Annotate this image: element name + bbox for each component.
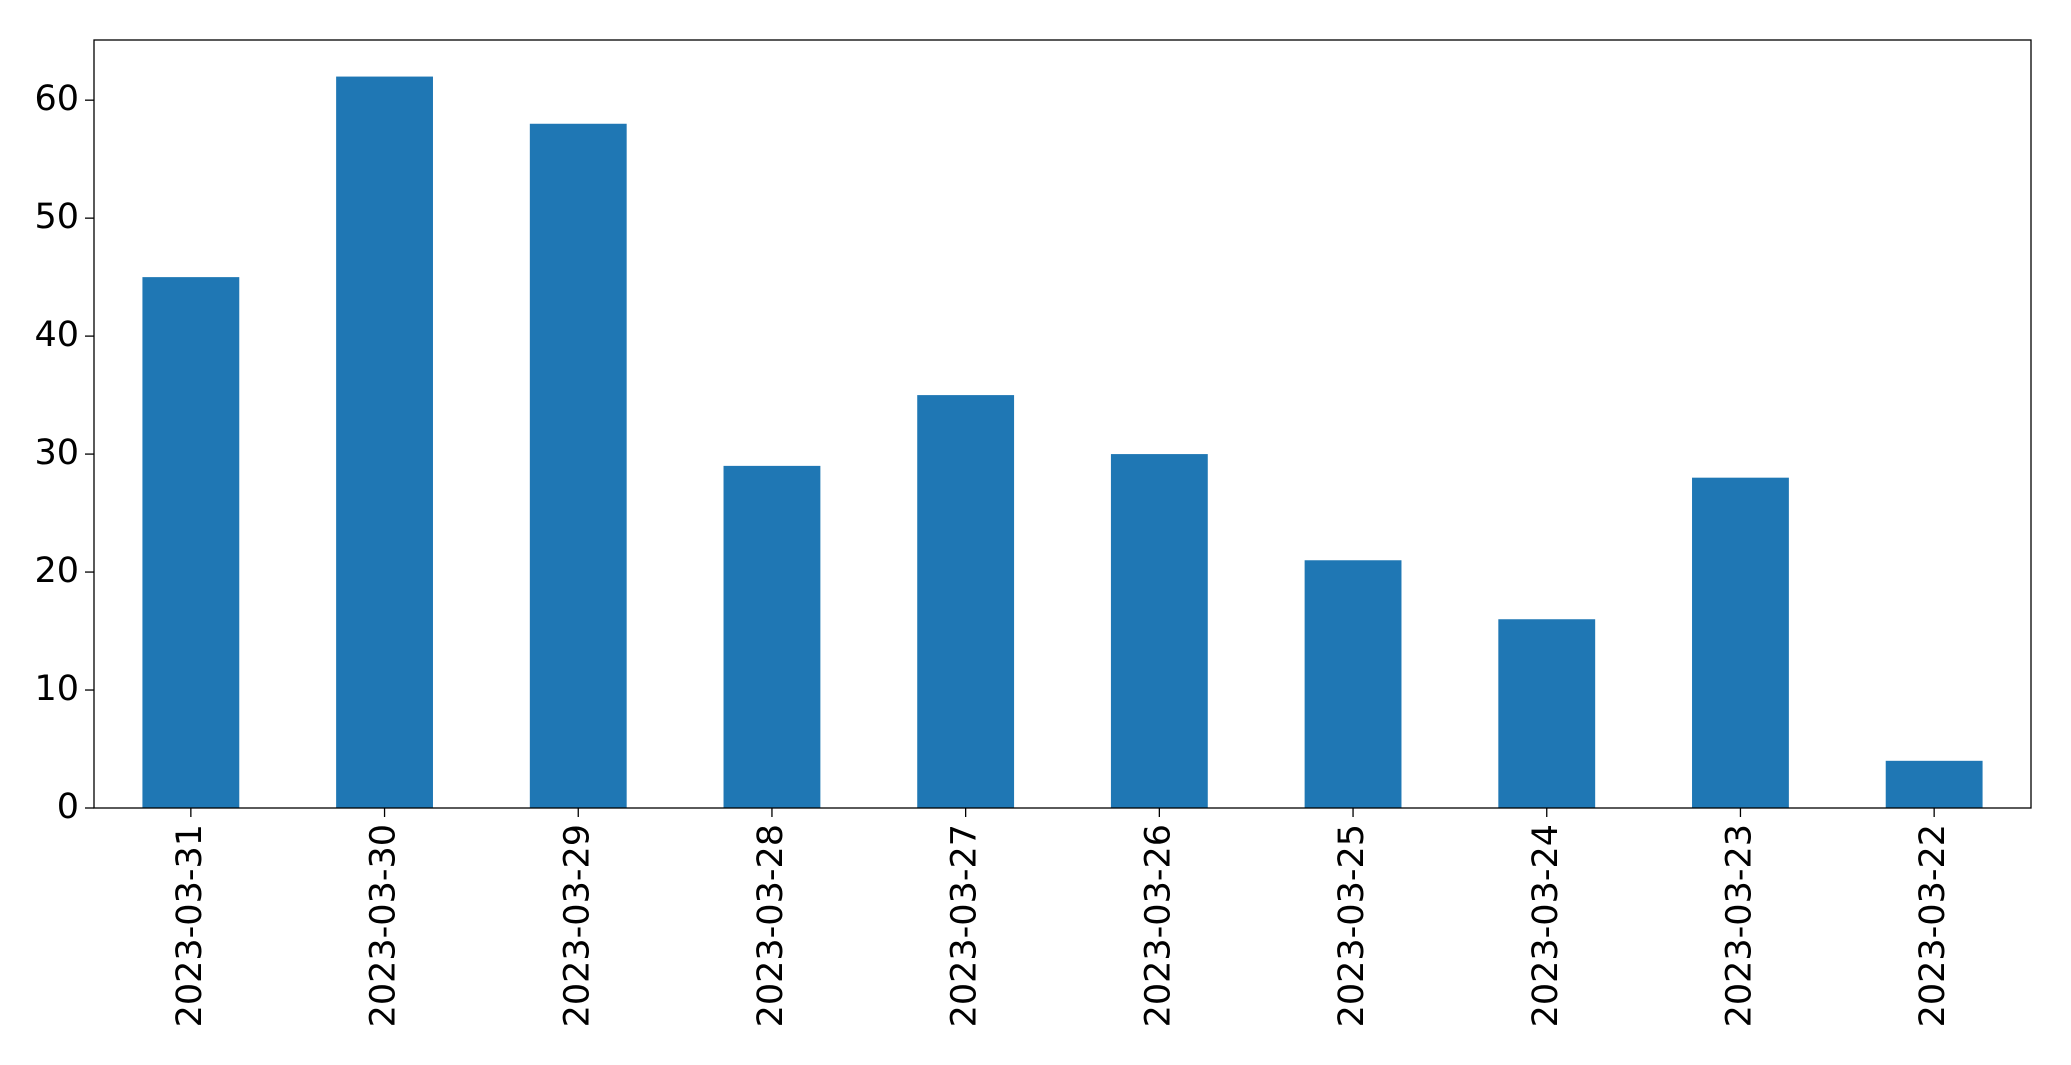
y-tick-label: 50 (34, 197, 79, 237)
bar (1304, 560, 1402, 808)
x-tick-label: 2023-03-30 (364, 824, 404, 1027)
bar (336, 76, 433, 809)
x-tick-label: 2023-03-25 (1332, 824, 1372, 1027)
x-tick-label: 2023-03-26 (1138, 824, 1178, 1027)
bar (142, 277, 240, 809)
bar (1498, 619, 1596, 808)
bar (1885, 760, 1983, 808)
y-tick-label: 10 (34, 669, 79, 709)
y-tick-label: 0 (57, 787, 79, 827)
bar (1692, 477, 1789, 808)
x-tick-label: 2023-03-31 (170, 824, 210, 1027)
x-tick-label: 2023-03-24 (1526, 824, 1566, 1027)
y-tick-label: 40 (34, 315, 79, 355)
bar (723, 465, 821, 808)
x-tick-label: 2023-03-23 (1719, 824, 1759, 1027)
y-tick-label: 30 (34, 433, 79, 473)
x-tick-label: 2023-03-27 (945, 824, 985, 1027)
x-tick-label: 2023-03-29 (557, 824, 597, 1027)
y-tick-label: 20 (34, 551, 79, 591)
bar (529, 123, 627, 808)
bar (1110, 454, 1208, 808)
plot-frame (93, 39, 2032, 809)
y-tick-label: 60 (34, 79, 79, 119)
bar (917, 395, 1015, 808)
x-tick-label: 2023-03-28 (751, 824, 791, 1027)
x-tick-label: 2023-03-22 (1913, 824, 1953, 1027)
